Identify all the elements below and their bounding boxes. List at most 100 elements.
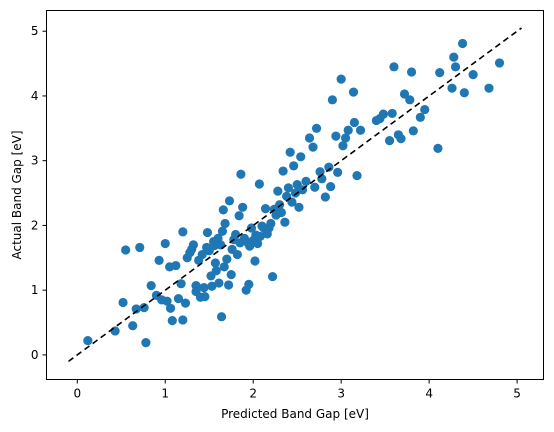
- data-point: [435, 68, 445, 78]
- y-tick-label: 1: [31, 283, 39, 297]
- data-point: [278, 166, 288, 176]
- data-point: [222, 254, 232, 264]
- data-point: [83, 336, 93, 346]
- data-point: [154, 255, 164, 265]
- data-point: [165, 303, 176, 313]
- data-point: [121, 245, 131, 255]
- data-point: [167, 315, 177, 326]
- data-point: [226, 270, 236, 280]
- data-point: [285, 147, 295, 157]
- data-point: [294, 202, 304, 212]
- data-point: [327, 95, 337, 105]
- data-point: [459, 88, 469, 98]
- data-point: [308, 142, 318, 152]
- data-point: [139, 303, 149, 313]
- data-point: [457, 38, 468, 49]
- data-point: [384, 136, 395, 146]
- data-point: [296, 152, 306, 162]
- data-point: [290, 188, 301, 198]
- data-point: [231, 229, 241, 240]
- data-point: [352, 170, 362, 181]
- x-tick-label: 3: [337, 387, 345, 401]
- data-point: [320, 192, 330, 202]
- data-point: [238, 202, 248, 212]
- data-point: [420, 104, 430, 115]
- data-point: [176, 279, 186, 289]
- data-point: [223, 280, 234, 290]
- data-point: [141, 338, 151, 348]
- data-point: [399, 89, 410, 99]
- data-point: [468, 69, 478, 80]
- data-point: [283, 183, 294, 193]
- x-tick-label: 0: [73, 387, 81, 401]
- data-point: [202, 227, 213, 238]
- data-point: [207, 281, 217, 291]
- data-points: [83, 38, 505, 348]
- x-tick-label: 2: [249, 387, 257, 401]
- data-point: [254, 179, 264, 189]
- data-point: [131, 304, 141, 314]
- data-point: [324, 162, 334, 172]
- data-point: [280, 217, 290, 227]
- data-point: [220, 218, 230, 229]
- data-point: [219, 262, 229, 272]
- data-point: [180, 298, 191, 308]
- data-point: [178, 315, 188, 325]
- data-point: [246, 223, 257, 233]
- data-point: [244, 279, 254, 289]
- y-axis-ticks: 0 1 2 3 4 5: [31, 24, 47, 362]
- data-point: [433, 143, 443, 153]
- data-point: [333, 167, 343, 177]
- x-axis-ticks: 0 1 2 3 4 5: [73, 379, 521, 401]
- y-tick-label: 0: [31, 348, 39, 362]
- y-tick-label: 5: [31, 24, 39, 38]
- y-tick-label: 3: [31, 154, 39, 168]
- data-point: [267, 271, 278, 282]
- data-point: [234, 211, 244, 221]
- data-point: [450, 62, 461, 72]
- data-point: [266, 218, 276, 229]
- data-point: [160, 238, 170, 249]
- plot-area: 0 1 2 3 4 5 0 1 2 3 4 5: [31, 10, 544, 401]
- reference-line: [68, 27, 522, 363]
- x-axis-label: Predicted Band Gap [eV]: [221, 407, 369, 421]
- data-point: [232, 249, 242, 260]
- data-point: [210, 258, 220, 268]
- data-point: [338, 141, 348, 151]
- data-point: [273, 186, 283, 196]
- data-point: [408, 126, 418, 136]
- data-point: [178, 227, 188, 237]
- data-point: [310, 182, 320, 192]
- data-point: [200, 292, 210, 302]
- data-point: [110, 326, 120, 336]
- data-point: [289, 161, 299, 171]
- data-point: [224, 196, 235, 206]
- data-point: [191, 281, 201, 291]
- data-point: [216, 312, 227, 322]
- data-point: [255, 231, 265, 242]
- data-point: [331, 131, 341, 141]
- data-point: [218, 205, 228, 215]
- data-point: [340, 133, 351, 143]
- data-point: [173, 293, 184, 304]
- data-point: [211, 266, 221, 276]
- data-point: [128, 321, 138, 331]
- data-point: [146, 281, 156, 291]
- data-point: [494, 58, 505, 68]
- data-point: [343, 125, 353, 135]
- data-point: [197, 249, 207, 260]
- data-point: [135, 242, 145, 253]
- data-point: [326, 181, 336, 192]
- data-point: [449, 52, 459, 62]
- data-point: [389, 62, 399, 72]
- data-point: [188, 240, 199, 250]
- data-point: [447, 83, 457, 93]
- data-point: [301, 176, 311, 187]
- data-point: [250, 256, 260, 266]
- data-point: [387, 108, 397, 119]
- data-point: [349, 117, 359, 128]
- data-point: [171, 260, 181, 271]
- data-point: [118, 297, 128, 308]
- x-tick-label: 5: [513, 387, 521, 401]
